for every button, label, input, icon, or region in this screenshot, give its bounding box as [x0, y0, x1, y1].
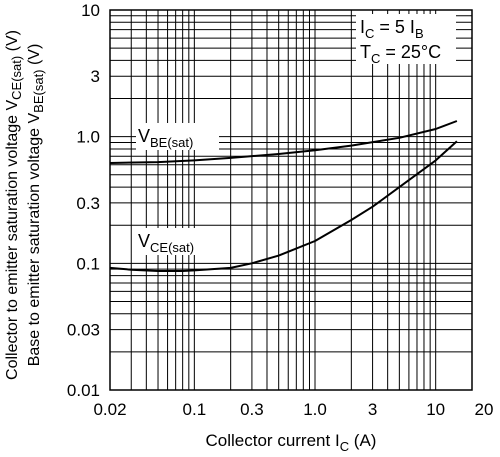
y-axis-label-line: Base to emitter saturation voltage VBE(s…	[26, 44, 46, 367]
grid	[110, 10, 472, 390]
y-tick-label: 3	[91, 67, 100, 86]
y-tick-label: 1.0	[76, 128, 100, 147]
x-tick-labels: 0.02 0.1 0.3 1.0 3 10 20	[93, 400, 493, 419]
series-label: VBE(sat)	[138, 126, 193, 150]
x-tick-label: 1.0	[303, 400, 327, 419]
series-label: VCE(sat)	[138, 231, 194, 255]
y-axis-label-line: Collector to emitter saturation voltage …	[4, 30, 24, 380]
y-tick-label: 10	[81, 1, 100, 20]
x-tick-label: 10	[426, 400, 445, 419]
series-label-bg	[136, 228, 219, 255]
curves	[109, 120, 458, 272]
x-tick-label: 0.1	[183, 400, 207, 419]
x-tick-label: 0.02	[93, 400, 126, 419]
y-tick-labels: 10 3 1.0 0.3 0.1 0.03 0.01	[67, 1, 100, 400]
axis-labels: Collector current IC (A) Collector to emi…	[4, 30, 376, 454]
y-tick-label: 0.1	[76, 254, 100, 273]
series-curve-besat	[109, 120, 458, 164]
y-tick-label: 0.01	[67, 381, 100, 400]
y-tick-label: 0.03	[67, 321, 100, 340]
condition-label: TC = 25°C	[360, 42, 441, 66]
plot-border	[109, 9, 473, 391]
condition-label: IC = 5 IB	[360, 17, 424, 41]
series-curve-cesat	[109, 140, 458, 272]
x-tick-label: 0.3	[240, 400, 264, 419]
conditions-box	[356, 14, 456, 64]
x-tick-label: 3	[368, 400, 377, 419]
series-label-bg	[136, 123, 219, 150]
y-tick-label: 0.3	[76, 194, 100, 213]
plot-frame	[109, 9, 473, 391]
x-tick-label: 20	[475, 400, 494, 419]
x-axis-label: Collector current IC (A)	[206, 431, 377, 454]
